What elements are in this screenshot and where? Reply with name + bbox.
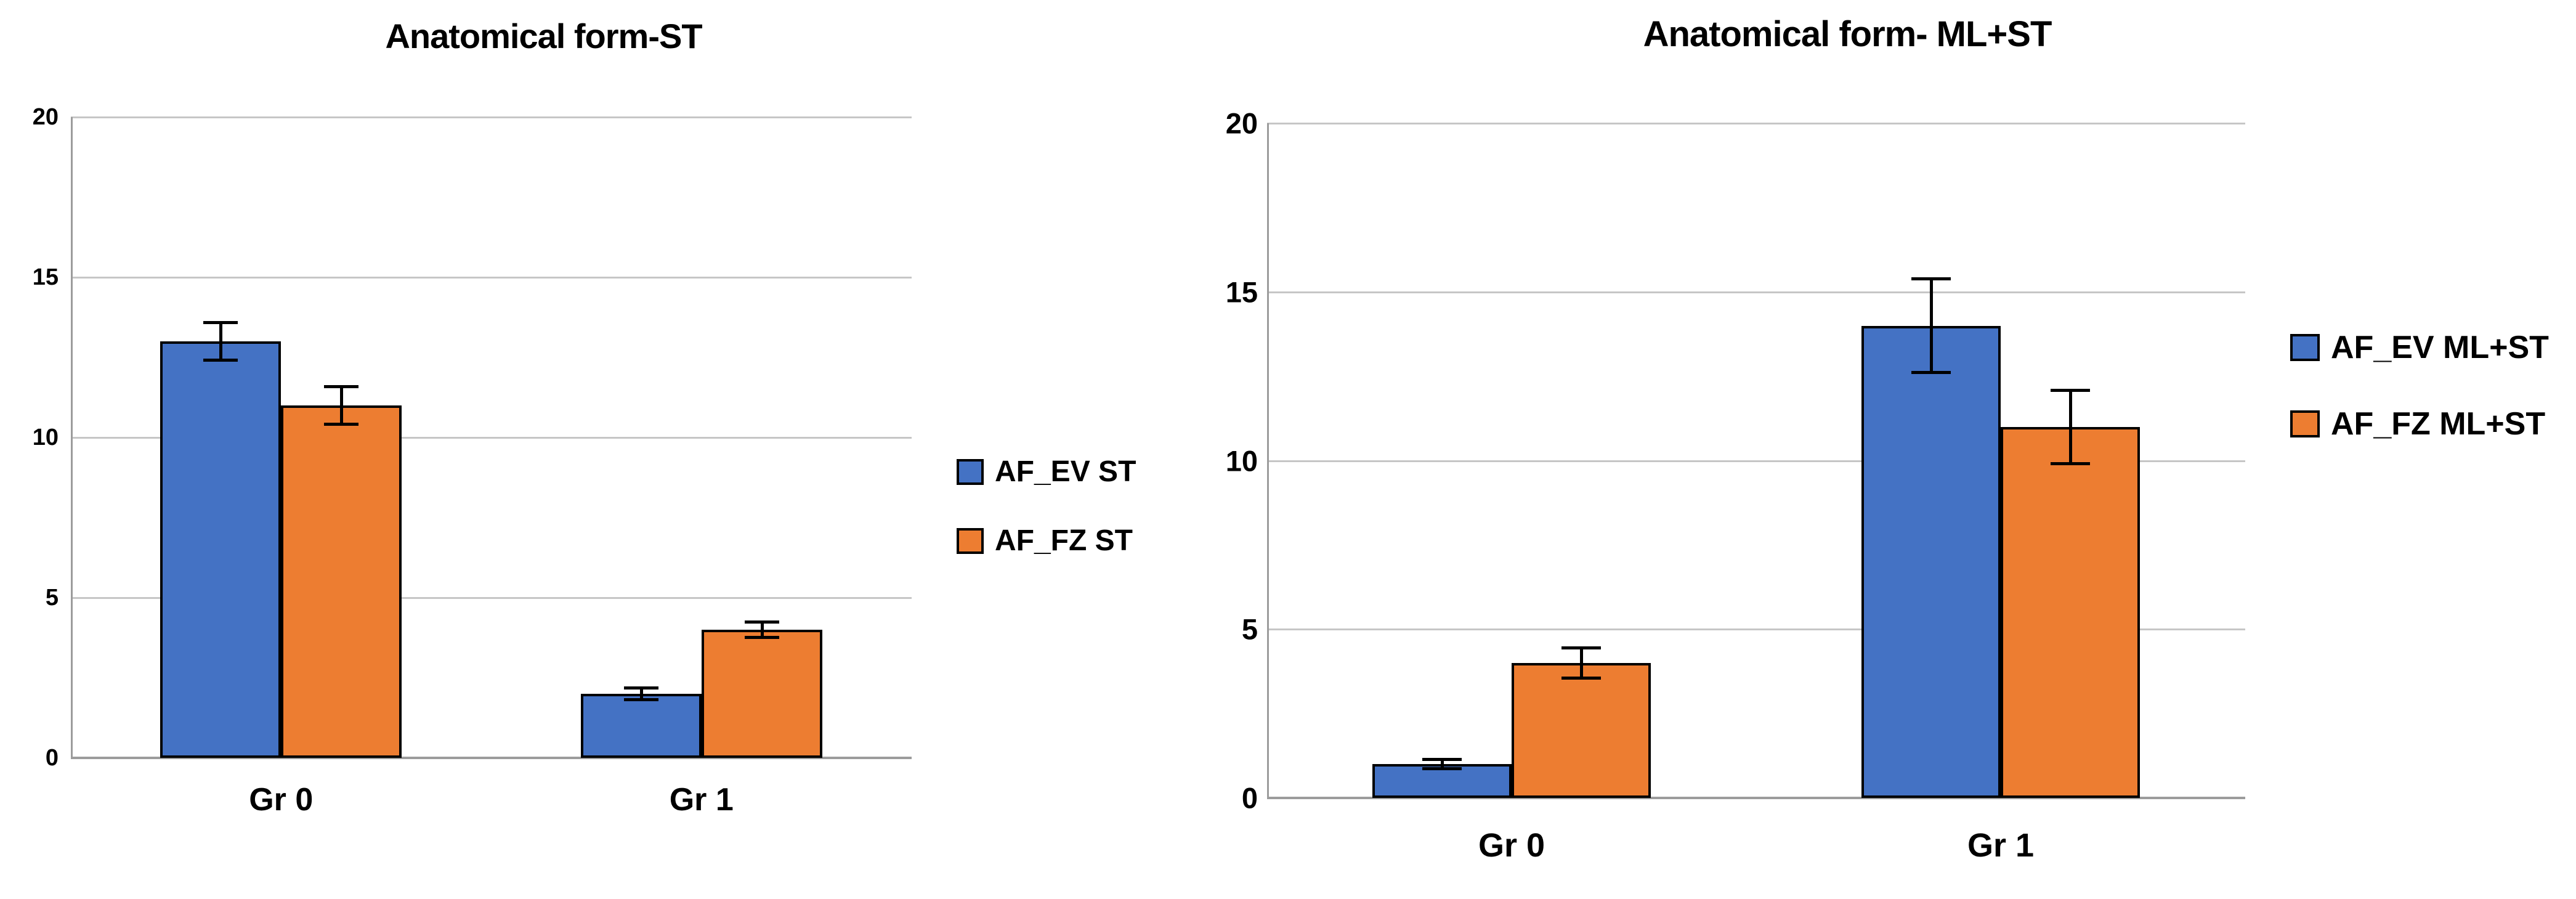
y-tick-label: 10 [1225,444,1258,477]
legend-item: AF_FZ ML+ST [2290,408,2545,440]
error-bar-cap-bottom [324,423,359,426]
gridline [71,277,912,279]
error-bar-cap-top [744,620,779,624]
error-bar-cap-top [1422,758,1462,762]
chart-anatomical-form-st: Anatomical form-ST 0 5 10 15 20 Gr 0 Gr 1 AF_E… [0,0,1180,899]
y-tick-label: 20 [32,104,59,130]
legend-label: AF_FZ ML+ST [2331,406,2546,442]
chart-anatomical-form-ml-st: Anatomical form- ML+ST 0 5 10 15 20 Gr 0 Gr 1 … [1180,0,2576,899]
legend-swatch [957,459,984,485]
legend-item: AF_EV ST [957,457,1136,487]
bar [1861,325,2001,798]
y-tick-label: 0 [1241,781,1258,815]
error-bar-line [340,386,344,425]
error-bar-cap-bottom [203,359,238,362]
y-tick-label: 20 [1225,107,1258,140]
legend-swatch [2290,334,2320,361]
y-tick-label: 10 [32,425,59,450]
error-bar-line [1441,759,1444,770]
error-bar-line [1580,648,1583,678]
error-bar-line [760,622,764,638]
error-bar-cap-top [1561,646,1601,650]
y-tick-label: 5 [1241,612,1258,646]
error-bar-cap-bottom [1561,676,1601,680]
bar [1512,663,1651,798]
legend-label: AF_FZ ST [995,524,1133,557]
error-bar-cap-bottom [1911,371,1951,375]
legend-item: AF_FZ ST [957,526,1133,556]
bar [580,694,702,758]
legend-item: AF_EV ML+ST [2290,332,2549,364]
error-bar-cap-bottom [1422,767,1462,771]
y-tick-label: 15 [1225,275,1258,309]
error-bar-line [1930,278,1933,373]
error-bar-cap-bottom [744,636,779,639]
error-bar-cap-bottom [623,698,658,702]
y-tick-label: 5 [45,585,59,611]
gridline [71,116,912,118]
x-axis-line [71,757,912,759]
error-bar-cap-top [623,686,658,690]
x-category-label: Gr 1 [669,782,734,818]
error-bar-line [639,687,643,701]
error-bar-cap-top [2051,388,2090,392]
bar [2001,426,2140,798]
gridline [1267,460,2245,462]
gridline [71,437,912,439]
bar [160,341,281,758]
error-bar-cap-bottom [2051,462,2090,465]
gridline [1267,628,2245,631]
x-category-label: Gr 0 [1478,827,1545,864]
error-bar-line [2069,389,2072,464]
y-tick-label: 15 [32,264,59,290]
legend-swatch [957,528,984,554]
error-bar-line [219,322,223,361]
gridline [71,597,912,599]
error-bar-cap-top [1911,277,1951,280]
y-axis-line [1267,123,1269,798]
x-axis-line [1267,797,2245,799]
legend-label: AF_EV ML+ST [2331,330,2549,365]
x-category-label: Gr 0 [249,782,314,818]
gridline [1267,123,2245,124]
legend-swatch [2290,410,2320,437]
legend-label: AF_EV ST [995,455,1136,488]
x-category-label: Gr 1 [1967,827,2035,864]
chart-title: Anatomical form- ML+ST [1643,14,2052,54]
y-axis-line [71,117,73,758]
gridline [1267,291,2245,293]
error-bar-cap-top [203,320,238,324]
error-bar-cap-top [324,384,359,388]
bar [281,405,402,758]
bar [701,630,822,758]
y-tick-label: 0 [45,745,59,771]
chart-title: Anatomical form-ST [385,17,702,55]
